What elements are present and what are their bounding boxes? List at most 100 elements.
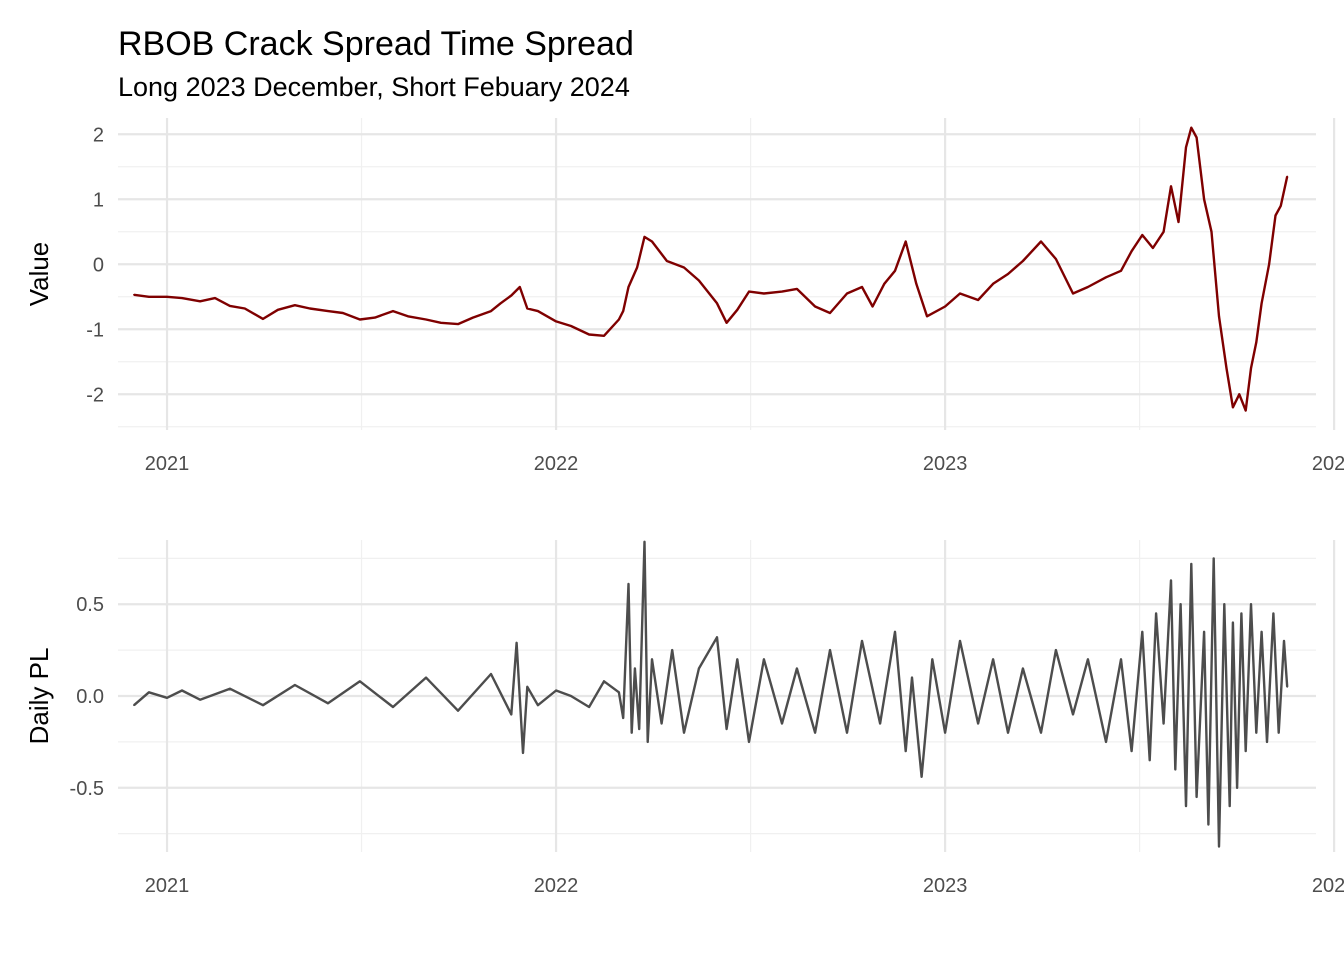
data-point bbox=[1250, 603, 1252, 606]
data-point bbox=[148, 295, 150, 298]
data-point bbox=[1203, 198, 1205, 201]
data-point bbox=[510, 713, 513, 716]
data-point bbox=[1130, 250, 1133, 253]
data-point bbox=[515, 641, 518, 644]
data-point bbox=[570, 325, 572, 327]
data-point bbox=[1087, 286, 1089, 288]
data-point bbox=[1072, 292, 1074, 295]
data-point bbox=[931, 658, 934, 661]
data-point bbox=[651, 240, 653, 243]
data-point bbox=[814, 305, 816, 308]
data-point bbox=[490, 310, 492, 312]
data-point bbox=[1162, 722, 1165, 725]
series-line bbox=[133, 540, 1289, 848]
data-point bbox=[748, 740, 750, 743]
data-point bbox=[814, 731, 816, 734]
data-point bbox=[229, 687, 231, 690]
data-point bbox=[846, 292, 848, 295]
chart-subtitle: Long 2023 December, Short Febuary 2024 bbox=[118, 72, 630, 102]
data-point bbox=[618, 691, 620, 694]
data-point bbox=[1105, 276, 1107, 279]
data-point bbox=[1130, 750, 1133, 752]
data-point bbox=[1283, 640, 1285, 642]
x-tick-label: 2021 bbox=[145, 875, 190, 897]
data-point bbox=[651, 658, 653, 661]
data-point bbox=[1170, 185, 1172, 188]
data-point bbox=[846, 731, 848, 734]
data-point bbox=[490, 673, 492, 675]
data-point bbox=[1228, 805, 1231, 808]
data-point bbox=[392, 706, 394, 708]
data-point bbox=[555, 320, 557, 323]
series-line bbox=[133, 126, 1289, 412]
x-tick-label: 2023 bbox=[923, 453, 968, 475]
data-point bbox=[327, 702, 329, 705]
data-point bbox=[634, 667, 636, 670]
data-point bbox=[1231, 406, 1234, 409]
data-point bbox=[697, 279, 700, 282]
data-point bbox=[829, 312, 831, 314]
data-point bbox=[1021, 260, 1024, 262]
data-point bbox=[518, 286, 521, 288]
data-point bbox=[148, 691, 150, 694]
data-point bbox=[636, 266, 638, 269]
data-point bbox=[1141, 234, 1144, 236]
data-point bbox=[796, 288, 798, 290]
data-point bbox=[1055, 649, 1057, 652]
data-point bbox=[537, 704, 539, 707]
data-point bbox=[1170, 579, 1172, 582]
y-tick-label: 1 bbox=[93, 189, 104, 211]
data-point bbox=[959, 640, 961, 642]
x-tick-label: 2024 bbox=[1312, 875, 1344, 897]
y-tick-label: 0 bbox=[93, 254, 104, 276]
data-point bbox=[359, 318, 361, 321]
data-point bbox=[1260, 302, 1263, 305]
data-point bbox=[603, 334, 605, 337]
data-point bbox=[537, 310, 539, 312]
data-point bbox=[630, 731, 633, 734]
data-point bbox=[796, 667, 798, 670]
data-point bbox=[214, 297, 216, 299]
data-point bbox=[725, 728, 728, 730]
data-point bbox=[1260, 630, 1263, 633]
data-point bbox=[229, 304, 231, 307]
data-point bbox=[555, 689, 557, 692]
data-point bbox=[1210, 230, 1213, 233]
data-point bbox=[977, 722, 980, 725]
data-point bbox=[622, 310, 625, 312]
data-point bbox=[904, 240, 907, 243]
data-point bbox=[1268, 263, 1271, 266]
data-point bbox=[1148, 759, 1151, 762]
data-point bbox=[781, 722, 783, 725]
data-point bbox=[166, 696, 168, 699]
y-tick-label: -1 bbox=[86, 319, 104, 341]
y-axis-title: Daily PL bbox=[24, 648, 54, 745]
data-point bbox=[425, 676, 427, 679]
data-point bbox=[660, 722, 663, 725]
data-point bbox=[748, 290, 750, 293]
data-point bbox=[522, 751, 524, 754]
data-point bbox=[1185, 146, 1187, 149]
data-point bbox=[1152, 247, 1154, 249]
data-point bbox=[879, 722, 881, 725]
chart-title: RBOB Crack Spread Time Spread bbox=[118, 25, 634, 63]
data-point bbox=[627, 286, 630, 288]
data-point bbox=[276, 308, 279, 311]
data-point bbox=[199, 300, 201, 303]
data-point bbox=[1225, 367, 1228, 370]
data-point bbox=[926, 315, 928, 318]
data-point bbox=[911, 676, 913, 679]
data-point bbox=[1240, 612, 1243, 615]
data-point bbox=[1255, 341, 1258, 344]
data-point bbox=[181, 297, 183, 299]
value-panel: 2021 2022 2023 2024 -2 -1 0 1 2 Value bbox=[24, 118, 1344, 475]
x-tick-label: 2023 bbox=[923, 875, 968, 897]
data-point bbox=[618, 318, 620, 321]
data-point bbox=[992, 282, 994, 285]
data-point bbox=[944, 731, 946, 734]
data-point bbox=[716, 636, 718, 639]
data-point bbox=[1250, 367, 1252, 370]
data-point bbox=[1155, 612, 1158, 615]
x-tick-label: 2022 bbox=[534, 453, 579, 475]
data-point bbox=[526, 307, 529, 310]
